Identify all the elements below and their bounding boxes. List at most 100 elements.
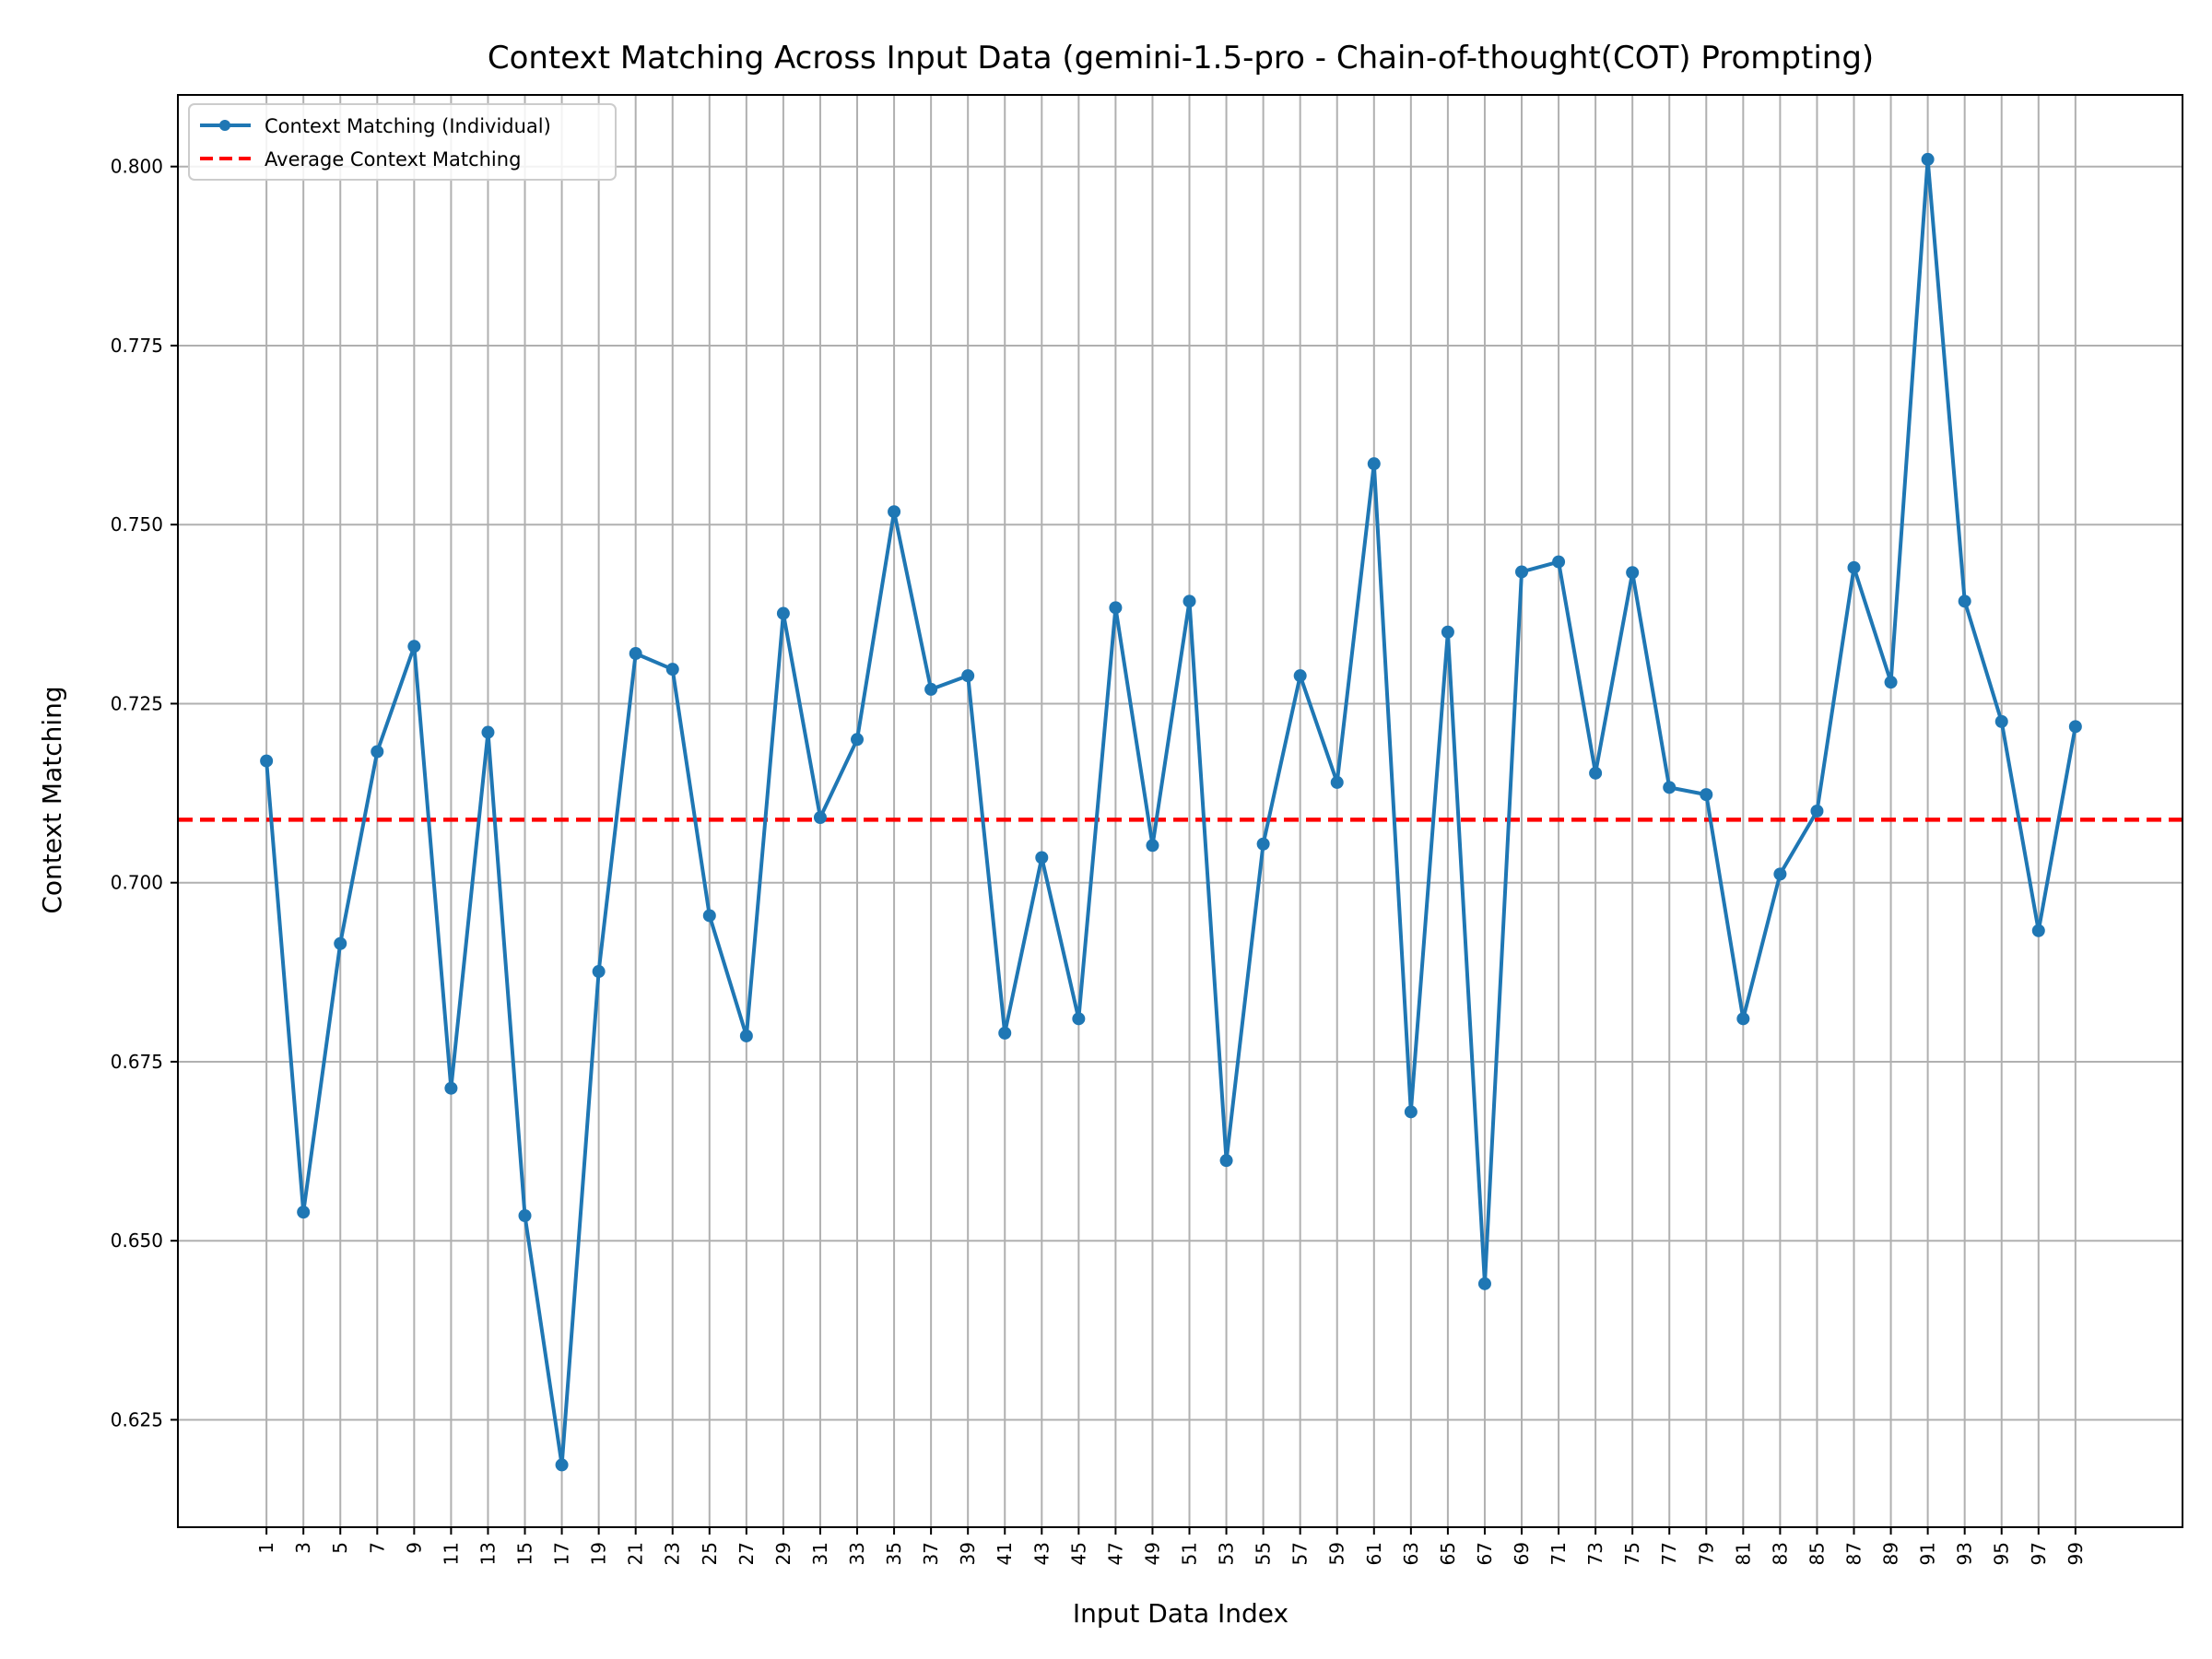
x-tick-label: 77 <box>1658 1542 1680 1565</box>
legend-label-average: Average Context Matching <box>265 148 521 171</box>
x-tick-label: 85 <box>1806 1542 1828 1565</box>
legend-box <box>188 103 617 181</box>
x-tick-label: 61 <box>1363 1542 1385 1565</box>
x-tick-label: 43 <box>1030 1542 1053 1565</box>
x-tick-label: 49 <box>1141 1542 1163 1565</box>
data-point <box>813 810 827 824</box>
chart-title: Context Matching Across Input Data (gemi… <box>488 40 1874 76</box>
x-tick-label: 17 <box>551 1542 573 1565</box>
legend-label-individual: Context Matching (Individual) <box>265 115 551 137</box>
data-point <box>739 1029 753 1042</box>
data-point <box>1035 851 1049 865</box>
data-point <box>1477 1277 1491 1290</box>
tick-labels: 1 3 5 7 9 11 13 15 17 19 21 23 25 27 29 31 33 35 37 39 41 43 4… <box>111 156 2087 1566</box>
x-tick-label: 99 <box>2065 1542 2087 1565</box>
data-point <box>1256 837 1270 851</box>
data-point <box>444 1081 458 1095</box>
x-tick-label: 39 <box>957 1542 979 1565</box>
data-point <box>888 505 901 519</box>
x-tick-label: 37 <box>920 1542 942 1565</box>
data-point <box>924 682 938 696</box>
x-tick-label: 21 <box>625 1542 647 1565</box>
x-tick-label: 73 <box>1584 1542 1606 1565</box>
data-point <box>1552 555 1566 569</box>
x-axis-label: Input Data Index <box>1073 1598 1288 1629</box>
data-point <box>297 1206 311 1219</box>
y-tick-label: 0.750 <box>111 513 163 535</box>
y-tick-label: 0.650 <box>111 1230 163 1252</box>
x-tick-label: 57 <box>1289 1542 1312 1565</box>
x-tick-label: 65 <box>1437 1542 1459 1565</box>
x-tick-label: 11 <box>440 1542 462 1565</box>
data-point <box>776 606 790 620</box>
data-point <box>665 663 679 677</box>
x-tick-label: 51 <box>1179 1542 1201 1565</box>
y-tick-label: 0.800 <box>111 156 163 178</box>
data-point <box>998 1026 1012 1040</box>
data-point <box>1589 766 1603 780</box>
data-point <box>702 909 716 923</box>
data-point <box>1367 457 1381 471</box>
x-tick-label: 93 <box>1954 1542 1976 1565</box>
y-tick-label: 0.775 <box>111 335 163 357</box>
y-axis-label: Context Matching <box>37 686 67 913</box>
x-tick-label: 75 <box>1621 1542 1643 1565</box>
data-point <box>851 733 865 747</box>
data-point <box>1700 788 1713 802</box>
data-point <box>1626 566 1640 580</box>
x-tick-label: 79 <box>1695 1542 1717 1565</box>
x-tick-label: 97 <box>2028 1542 2050 1565</box>
data-point <box>1182 594 1196 608</box>
y-tick-label: 0.625 <box>111 1408 163 1430</box>
data-point <box>1146 839 1159 853</box>
x-tick-label: 15 <box>514 1542 536 1565</box>
x-tick-label: 87 <box>1843 1542 1865 1565</box>
x-tick-label: 69 <box>1511 1542 1533 1565</box>
data-point <box>1958 594 1971 608</box>
data-point <box>407 640 421 653</box>
y-tick-label: 0.675 <box>111 1051 163 1073</box>
legend: Context Matching (Individual) Average Co… <box>188 103 617 181</box>
x-tick-label: 59 <box>1326 1542 1348 1565</box>
x-tick-label: 47 <box>1104 1542 1126 1565</box>
x-tick-label: 23 <box>662 1542 684 1565</box>
y-tick-label: 0.725 <box>111 692 163 714</box>
data-point <box>1884 676 1898 689</box>
x-tick-label: 1 <box>255 1542 277 1554</box>
data-point <box>1847 560 1861 574</box>
series-layer <box>260 152 2082 1472</box>
data-point <box>1663 781 1677 794</box>
data-point <box>1441 625 1454 639</box>
axes-frame <box>177 94 2183 1528</box>
data-point <box>1293 669 1307 683</box>
data-point <box>518 1209 532 1223</box>
x-tick-label: 7 <box>366 1542 388 1554</box>
data-point <box>481 725 495 739</box>
x-tick-label: 25 <box>699 1542 721 1565</box>
x-tick-label: 83 <box>1769 1542 1791 1565</box>
data-point <box>260 754 274 768</box>
series-line-individual <box>265 157 2077 1467</box>
data-point <box>1330 775 1344 789</box>
x-tick-label: 45 <box>1067 1542 1089 1565</box>
x-tick-label: 35 <box>883 1542 905 1565</box>
data-point <box>1810 805 1824 818</box>
x-tick-label: 33 <box>846 1542 868 1565</box>
data-point <box>1404 1105 1418 1119</box>
data-point <box>1994 714 2008 728</box>
legend-marker-individual <box>219 120 230 131</box>
data-point <box>1736 1012 1750 1026</box>
x-tick-label: 41 <box>994 1542 1016 1565</box>
x-tick-label: 67 <box>1474 1542 1496 1565</box>
data-point <box>961 669 975 683</box>
data-point <box>555 1458 569 1472</box>
data-point <box>592 965 606 979</box>
data-point <box>1773 867 1787 881</box>
data-point <box>1921 152 1935 166</box>
x-tick-label: 29 <box>772 1542 794 1565</box>
x-tick-label: 81 <box>1732 1542 1754 1565</box>
x-tick-label: 95 <box>1991 1542 2013 1565</box>
x-tick-label: 55 <box>1253 1542 1275 1565</box>
x-tick-label: 13 <box>477 1542 499 1565</box>
